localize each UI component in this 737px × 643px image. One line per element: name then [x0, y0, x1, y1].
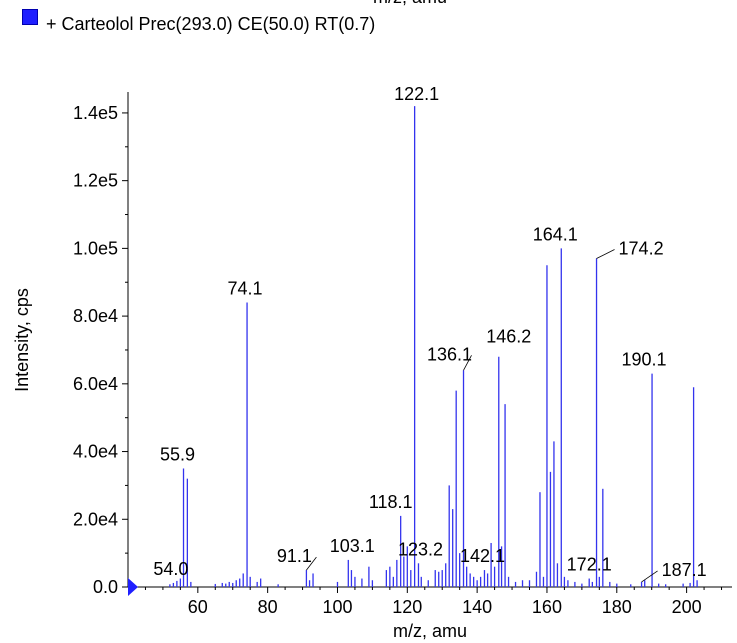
x-tick-label: 120 [392, 597, 422, 617]
peak-label: 172.1 [567, 555, 612, 575]
x-tick-label: 80 [258, 597, 278, 617]
peak-label: 164.1 [533, 224, 578, 244]
y-tick-label: 2.0e4 [73, 509, 118, 529]
annotation-leader [596, 249, 615, 259]
legend: + Carteolol Prec(293.0) CE(50.0) RT(0.7) [22, 8, 376, 35]
peak-annotations: 54.0 55.9 74.1 91.1 103.1 118.1 122.1 123.2 136.… [153, 84, 707, 583]
axes: 60 80 100 120 140 160 180 200 0.0 2.0e4 4.0e4 6.0e4… [73, 92, 732, 617]
peak-series [169, 106, 698, 587]
peak-label: 146.2 [486, 327, 531, 347]
top-axis-label: m/z, amu [0, 0, 737, 8]
peak-label: 123.2 [398, 539, 443, 559]
peak-label: 142.1 [460, 546, 505, 566]
x-axis-label: m/z, amu [393, 621, 467, 641]
peak-label: 74.1 [228, 279, 263, 299]
origin-marker [128, 578, 138, 596]
peak-label: 118.1 [369, 492, 413, 512]
peak-label: 190.1 [622, 350, 667, 370]
x-tick-label: 180 [602, 597, 632, 617]
x-tick-label: 60 [188, 597, 208, 617]
legend-label: + Carteolol Prec(293.0) CE(50.0) RT(0.7) [46, 14, 376, 34]
y-tick-label: 1.4e5 [73, 103, 118, 123]
y-tick-label: 1.0e5 [73, 238, 118, 258]
peak-label: 122.1 [394, 84, 439, 104]
peak-label: 91.1 [277, 546, 312, 566]
peak-label: 55.9 [160, 444, 195, 464]
x-tick-label: 140 [462, 597, 492, 617]
annotation-leader [641, 570, 658, 583]
y-axis-label: Intensity, cps [12, 288, 32, 392]
y-tick-label: 1.2e5 [73, 171, 118, 191]
y-tick-label: 6.0e4 [73, 374, 118, 394]
legend-swatch [22, 8, 38, 25]
peak-label: 174.2 [619, 239, 664, 259]
y-tick-label: 0.0 [93, 577, 118, 597]
annotation-leader [463, 355, 472, 371]
x-tick-label: 160 [532, 597, 562, 617]
y-tick-label: 4.0e4 [73, 442, 118, 462]
x-tick-label: 100 [322, 597, 352, 617]
x-tick-label: 200 [672, 597, 702, 617]
annotation-leader [306, 556, 317, 571]
y-tick-label: 8.0e4 [73, 306, 118, 326]
peak-label: 187.1 [662, 560, 707, 580]
peak-label: 54.0 [153, 559, 188, 579]
peak-label: 103.1 [330, 536, 375, 556]
peak-label: 136.1 [427, 344, 472, 364]
